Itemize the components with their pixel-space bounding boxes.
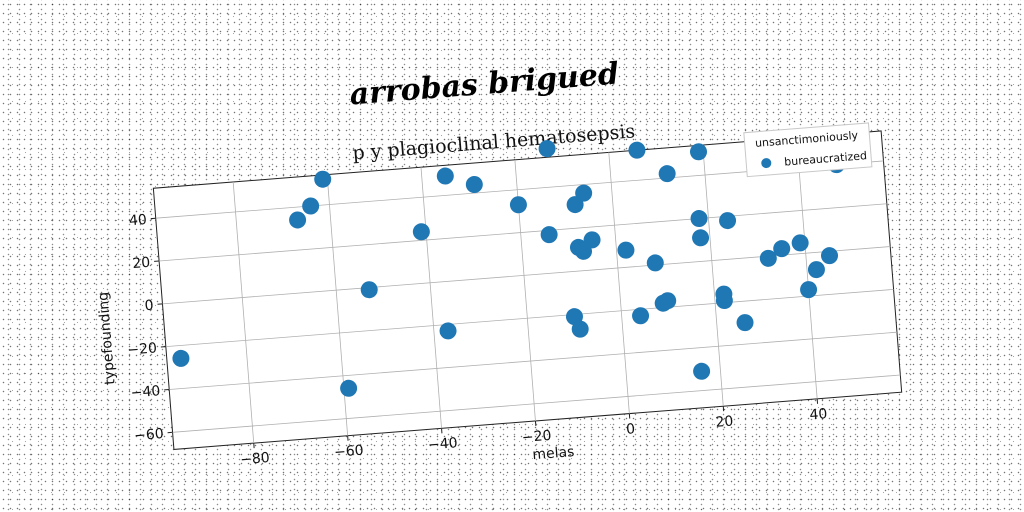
data-point — [571, 320, 589, 338]
data-point — [289, 211, 307, 229]
scatter-points — [172, 140, 846, 397]
legend-entry-label: bureaucratized — [784, 149, 868, 168]
data-point — [690, 210, 708, 228]
chart-suptitle: arrobas brigued — [348, 56, 620, 112]
y-tick-label: 20 — [132, 255, 151, 272]
y-grid-line — [159, 203, 887, 262]
axis-ticks: −80 −60 −40 −20 0 20 40 −60 −40 −20 0 20 40 — [127, 212, 828, 468]
y-grid-line — [165, 288, 894, 348]
x-tick-label: 40 — [809, 406, 828, 423]
y-tick-label: −60 — [134, 426, 165, 444]
data-point — [172, 349, 190, 367]
x-grid-line — [608, 152, 630, 414]
data-point — [302, 197, 320, 215]
chart-figure: arrobas brigued p y plagioclinal hematos… — [95, 56, 903, 468]
legend-marker — [761, 158, 772, 169]
data-point — [617, 241, 635, 259]
y-tick-label: 40 — [128, 212, 147, 229]
data-point — [800, 281, 818, 299]
legend: unsanctimoniously bureaucratized — [743, 122, 873, 178]
x-axis-label: melas — [532, 444, 575, 463]
data-point — [360, 281, 378, 299]
data-point — [575, 184, 593, 202]
data-point — [692, 229, 710, 247]
y-grid-line — [172, 374, 901, 433]
data-point — [465, 176, 483, 194]
data-point — [540, 226, 558, 244]
x-grid-line — [702, 144, 724, 407]
y-tick-label: 0 — [144, 298, 154, 315]
x-tick-label: −20 — [521, 428, 552, 446]
legend-box — [743, 122, 873, 178]
data-point — [314, 170, 332, 188]
data-point — [773, 240, 791, 258]
data-point — [658, 165, 676, 183]
x-tick-label: −60 — [334, 443, 365, 461]
x-tick-label: 20 — [715, 413, 734, 430]
data-point — [736, 314, 754, 332]
data-point — [412, 223, 430, 241]
data-point — [690, 143, 708, 161]
x-tick-label: 0 — [626, 421, 636, 438]
data-point — [538, 140, 556, 158]
data-point — [632, 307, 650, 325]
data-point — [821, 247, 839, 265]
data-point — [719, 212, 737, 230]
data-point — [436, 167, 454, 185]
x-tick-label: −80 — [240, 450, 271, 468]
y-tick-label: −40 — [130, 383, 161, 401]
data-point — [340, 379, 358, 397]
plot-area: −80 −60 −40 −20 0 20 40 −60 −40 −20 0 20 40 — [127, 130, 903, 468]
x-grid-line — [796, 137, 818, 399]
data-point — [715, 285, 733, 303]
data-point — [439, 322, 457, 340]
data-point — [646, 254, 664, 272]
data-point — [659, 292, 677, 310]
x-grid-line — [420, 167, 442, 429]
data-point — [509, 196, 527, 214]
x-grid-line — [232, 181, 255, 444]
x-tick-label: −40 — [427, 435, 458, 453]
data-point — [693, 362, 711, 380]
data-point — [807, 261, 825, 279]
data-point — [759, 249, 777, 267]
data-point — [583, 231, 601, 249]
data-point — [628, 141, 646, 159]
y-tick-label: −20 — [127, 340, 158, 358]
y-grid-line — [169, 331, 897, 390]
grid-lines — [155, 137, 901, 444]
data-point — [791, 234, 809, 252]
plot-frame — [152, 130, 903, 450]
y-axis-label: typefounding — [95, 291, 118, 385]
